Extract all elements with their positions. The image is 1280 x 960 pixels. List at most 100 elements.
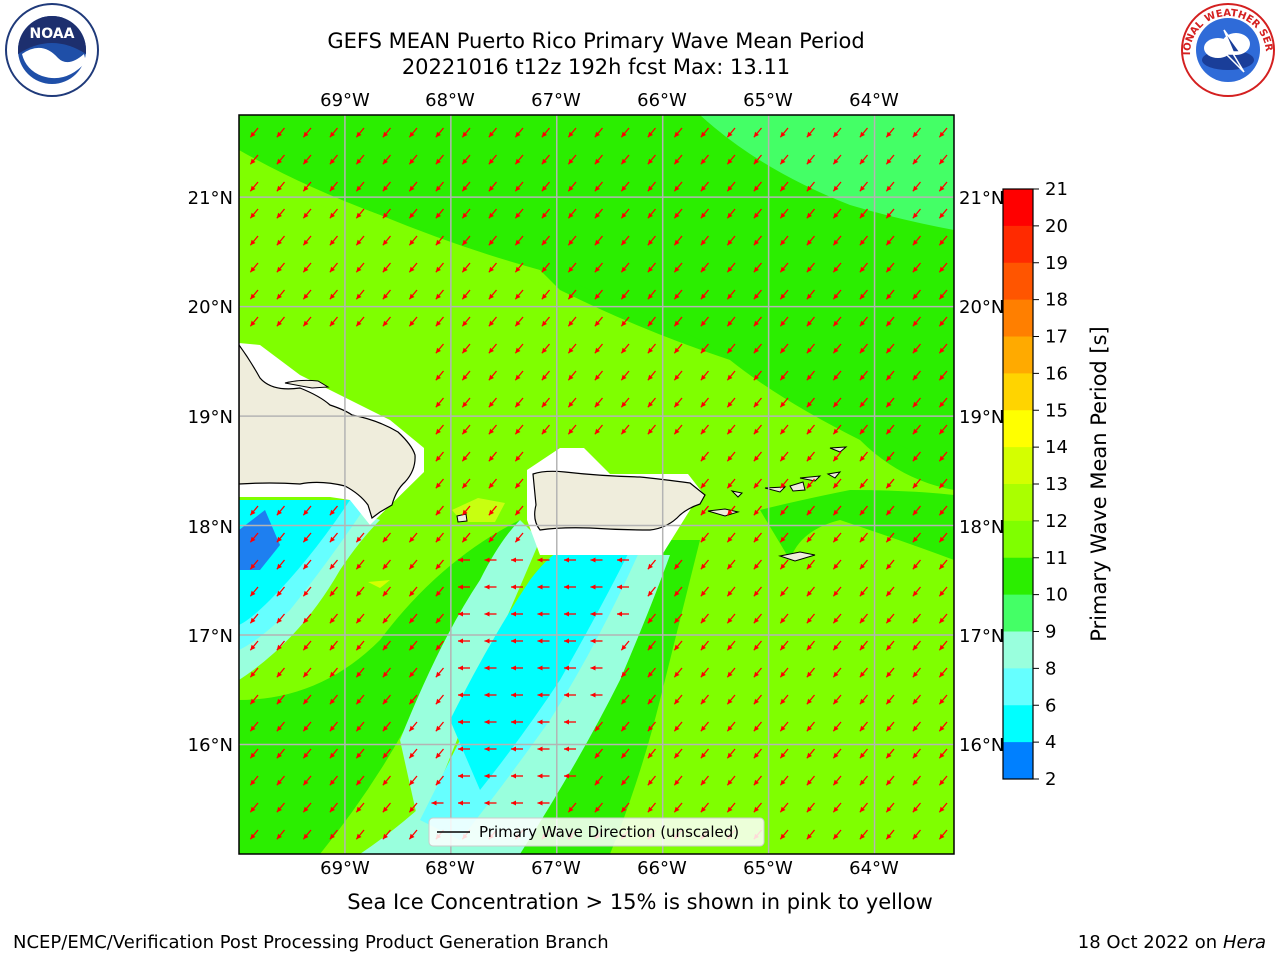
wave-direction-arrowhead <box>568 185 574 192</box>
wave-direction-arrowhead <box>356 779 362 786</box>
wave-direction-arrowhead <box>276 185 282 192</box>
wave-direction-arrowhead <box>303 131 309 138</box>
wave-direction-arrowhead <box>674 185 680 192</box>
wave-direction-arrowhead <box>753 158 759 165</box>
colorbar-swatch <box>1003 447 1033 485</box>
wave-direction-arrowhead <box>594 239 600 246</box>
wave-direction-arrowhead <box>356 158 362 165</box>
wave-direction-arrowhead <box>382 671 388 678</box>
wave-direction-arrowhead <box>621 239 627 246</box>
sea-ice-caption: Sea Ice Concentration > 15% is shown in … <box>347 890 933 914</box>
wave-direction-arrowhead <box>912 455 918 462</box>
wave-direction-arrowhead <box>621 212 627 219</box>
wave-direction-arrowhead <box>939 401 945 408</box>
wave-direction-arrowhead <box>590 557 596 563</box>
wave-direction-arrowhead <box>488 239 494 246</box>
period-11-12-core <box>239 115 954 470</box>
wave-direction-arrowhead <box>753 590 759 597</box>
wave-direction-arrowhead <box>484 584 490 590</box>
wave-direction-arrowhead <box>488 266 494 273</box>
wave-direction-arrowhead <box>806 428 812 435</box>
wave-direction-arrowhead <box>753 725 759 732</box>
colorbar-swatch <box>1003 705 1033 743</box>
wave-direction-arrowhead <box>276 158 282 165</box>
wave-direction-arrowhead <box>753 671 759 678</box>
wave-direction-arrowhead <box>806 212 812 219</box>
wave-direction-arrowhead <box>939 185 945 192</box>
wave-direction-arrowhead <box>886 401 892 408</box>
wave-direction-arrowhead <box>435 563 441 570</box>
wave-direction-arrowhead <box>537 557 543 563</box>
wave-direction-arrowhead <box>484 665 490 671</box>
wave-direction-arrowhead <box>488 347 494 354</box>
wave-direction-arrowhead <box>753 752 759 759</box>
wave-direction-arrowhead <box>886 752 892 759</box>
wave-direction-arrowhead <box>753 536 759 543</box>
wave-direction-arrowhead <box>515 212 521 219</box>
wave-direction-arrowhead <box>859 509 865 516</box>
wave-direction-arrowhead <box>303 752 309 759</box>
colorbar-swatch <box>1003 336 1033 374</box>
wave-direction-arrowhead <box>939 482 945 489</box>
wave-direction-arrowhead <box>780 698 786 705</box>
wave-direction-arrowhead <box>806 509 812 516</box>
wave-direction-arrowhead <box>806 293 812 300</box>
wave-direction-arrowhead <box>727 563 733 570</box>
wave-direction-arrowhead <box>303 320 309 327</box>
wave-direction-arrowhead <box>462 266 468 273</box>
wave-direction-arrowhead <box>833 752 839 759</box>
wave-direction-arrowhead <box>674 806 680 813</box>
wave-direction-arrowhead <box>780 590 786 597</box>
wave-direction-arrowhead <box>859 401 865 408</box>
wave-direction-arrowhead <box>435 185 441 192</box>
wave-direction-arrowhead <box>382 185 388 192</box>
wave-direction-arrowhead <box>382 212 388 219</box>
lat-label-right: 19°N <box>959 407 1004 428</box>
wave-direction-arrowhead <box>859 617 865 624</box>
wave-direction-arrowhead <box>886 698 892 705</box>
colorbar-tick-label: 9 <box>1045 622 1056 643</box>
wave-period-field <box>239 115 954 854</box>
wave-direction-arrowhead <box>700 266 706 273</box>
wave-direction-arrowhead <box>250 752 256 759</box>
wave-direction-arrowhead <box>537 800 543 806</box>
wave-direction-arrowhead <box>621 293 627 300</box>
wave-direction-arrowhead <box>250 212 256 219</box>
wave-direction-arrowhead <box>859 185 865 192</box>
wave-direction-arrowhead <box>303 536 309 543</box>
wave-direction-arrowhead <box>409 590 415 597</box>
wave-direction-arrowhead <box>700 509 706 516</box>
wave-direction-arrowhead <box>674 374 680 381</box>
wave-direction-arrowhead <box>674 428 680 435</box>
colorbar-swatch <box>1003 631 1033 669</box>
wave-direction-arrowhead <box>939 509 945 516</box>
wave-direction-arrowhead <box>674 617 680 624</box>
wave-direction-arrowhead <box>462 239 468 246</box>
wave-direction-arrowhead <box>753 212 759 219</box>
wave-direction-arrowhead <box>806 833 812 840</box>
wave-direction-arrowhead <box>647 428 653 435</box>
wave-direction-arrowhead <box>700 563 706 570</box>
wave-direction-arrowhead <box>674 212 680 219</box>
wave-direction-arrowhead <box>276 698 282 705</box>
hispaniola-landmass <box>239 343 416 519</box>
wave-direction-arrowhead <box>674 698 680 705</box>
wave-direction-arrowhead <box>886 320 892 327</box>
wave-direction-arrowhead <box>939 644 945 651</box>
wave-direction-arrowhead <box>276 644 282 651</box>
wave-direction-arrowhead <box>647 212 653 219</box>
period-10-11-region <box>700 115 954 230</box>
wave-direction-arrowhead <box>912 806 918 813</box>
wave-direction-arrowhead <box>541 266 547 273</box>
wave-direction-arrowhead <box>488 320 494 327</box>
wave-direction-arrowhead <box>859 455 865 462</box>
wave-direction-arrowhead <box>594 347 600 354</box>
wave-direction-arrowhead <box>511 692 516 698</box>
lon-label-bottom: 69°W <box>320 858 370 879</box>
wave-direction-arrowhead <box>250 509 256 516</box>
wave-direction-arrowhead <box>753 698 759 705</box>
wave-direction-arrowhead <box>541 212 547 219</box>
wave-direction-arrowhead <box>859 536 865 543</box>
wave-direction-arrowhead <box>458 611 463 617</box>
wave-direction-arrowhead <box>621 347 627 354</box>
